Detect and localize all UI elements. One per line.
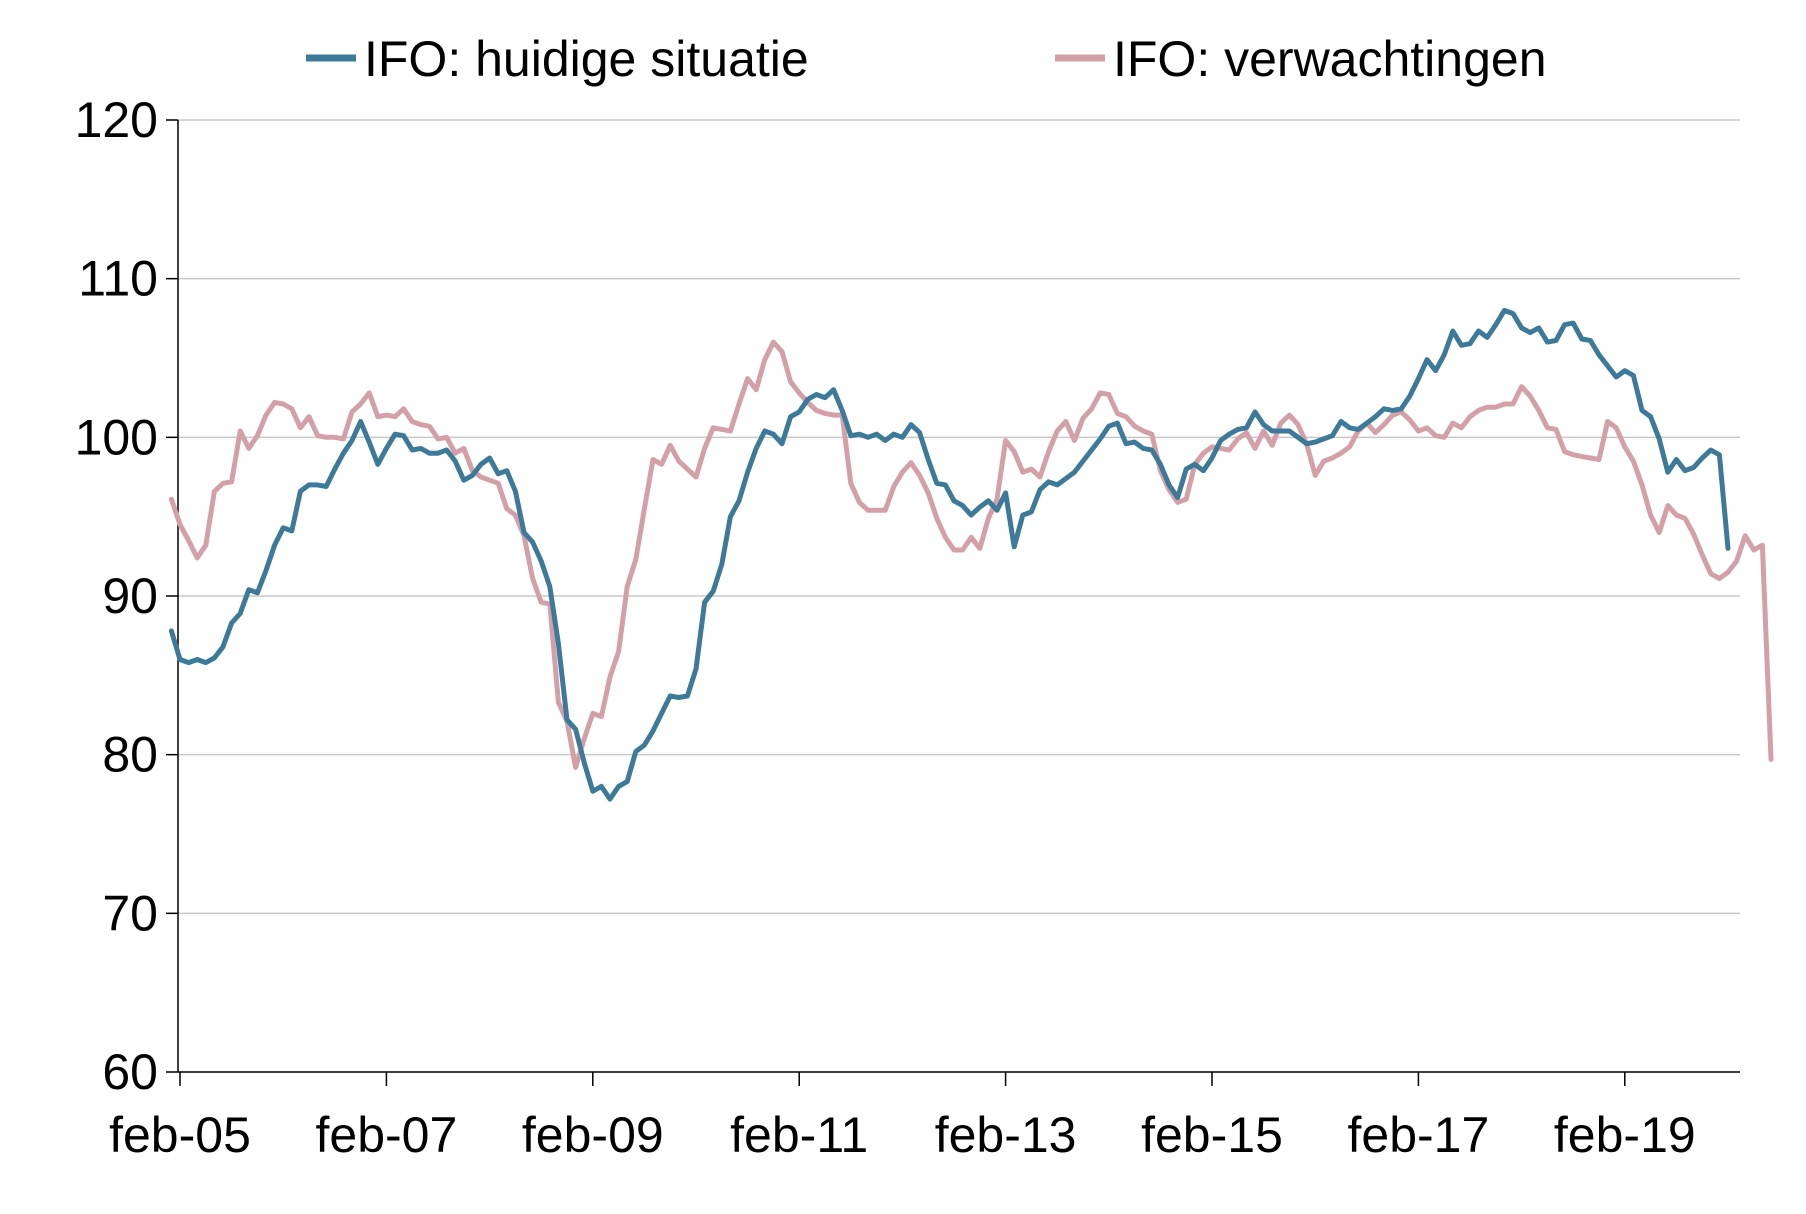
- y-tick-label: 100: [75, 409, 158, 465]
- series-lines: [168, 307, 1774, 802]
- y-tick-label: 120: [75, 92, 158, 148]
- legend-label-huidige: IFO: huidige situatie: [364, 31, 809, 87]
- x-tick-label: feb-17: [1348, 1107, 1490, 1163]
- x-axis-ticks: feb-05 feb-07 feb-09 feb-11 feb-13 feb-15 feb-…: [109, 1072, 1696, 1163]
- legend: IFO: huidige situatie IFO: verwachtingen: [306, 31, 1547, 87]
- x-tick-label: feb-07: [316, 1107, 458, 1163]
- x-tick-label: feb-11: [730, 1107, 868, 1163]
- x-tick-label: feb-15: [1141, 1107, 1283, 1163]
- x-tick-label: feb-09: [522, 1107, 664, 1163]
- gridlines: [178, 119, 1740, 915]
- x-tick-label: feb-13: [935, 1107, 1077, 1163]
- legend-item-huidige: IFO: huidige situatie: [306, 31, 809, 87]
- y-tick-label: 90: [102, 568, 158, 624]
- y-tick-label: 60: [102, 1044, 158, 1100]
- x-tick-label: feb-19: [1554, 1107, 1696, 1163]
- y-tick-label: 80: [102, 727, 158, 783]
- x-tick-label: feb-05: [109, 1107, 251, 1163]
- y-tick-label: 70: [102, 885, 158, 941]
- legend-label-verwachtingen: IFO: verwachtingen: [1113, 31, 1547, 87]
- y-axis-ticks: 60 70 80 90 100 110 120: [75, 92, 178, 1100]
- series-line-verwachtingen: [168, 339, 1774, 770]
- legend-item-verwachtingen: IFO: verwachtingen: [1055, 31, 1547, 87]
- y-tick-label: 110: [78, 251, 158, 307]
- series-line-huidige-situatie: [168, 307, 1731, 802]
